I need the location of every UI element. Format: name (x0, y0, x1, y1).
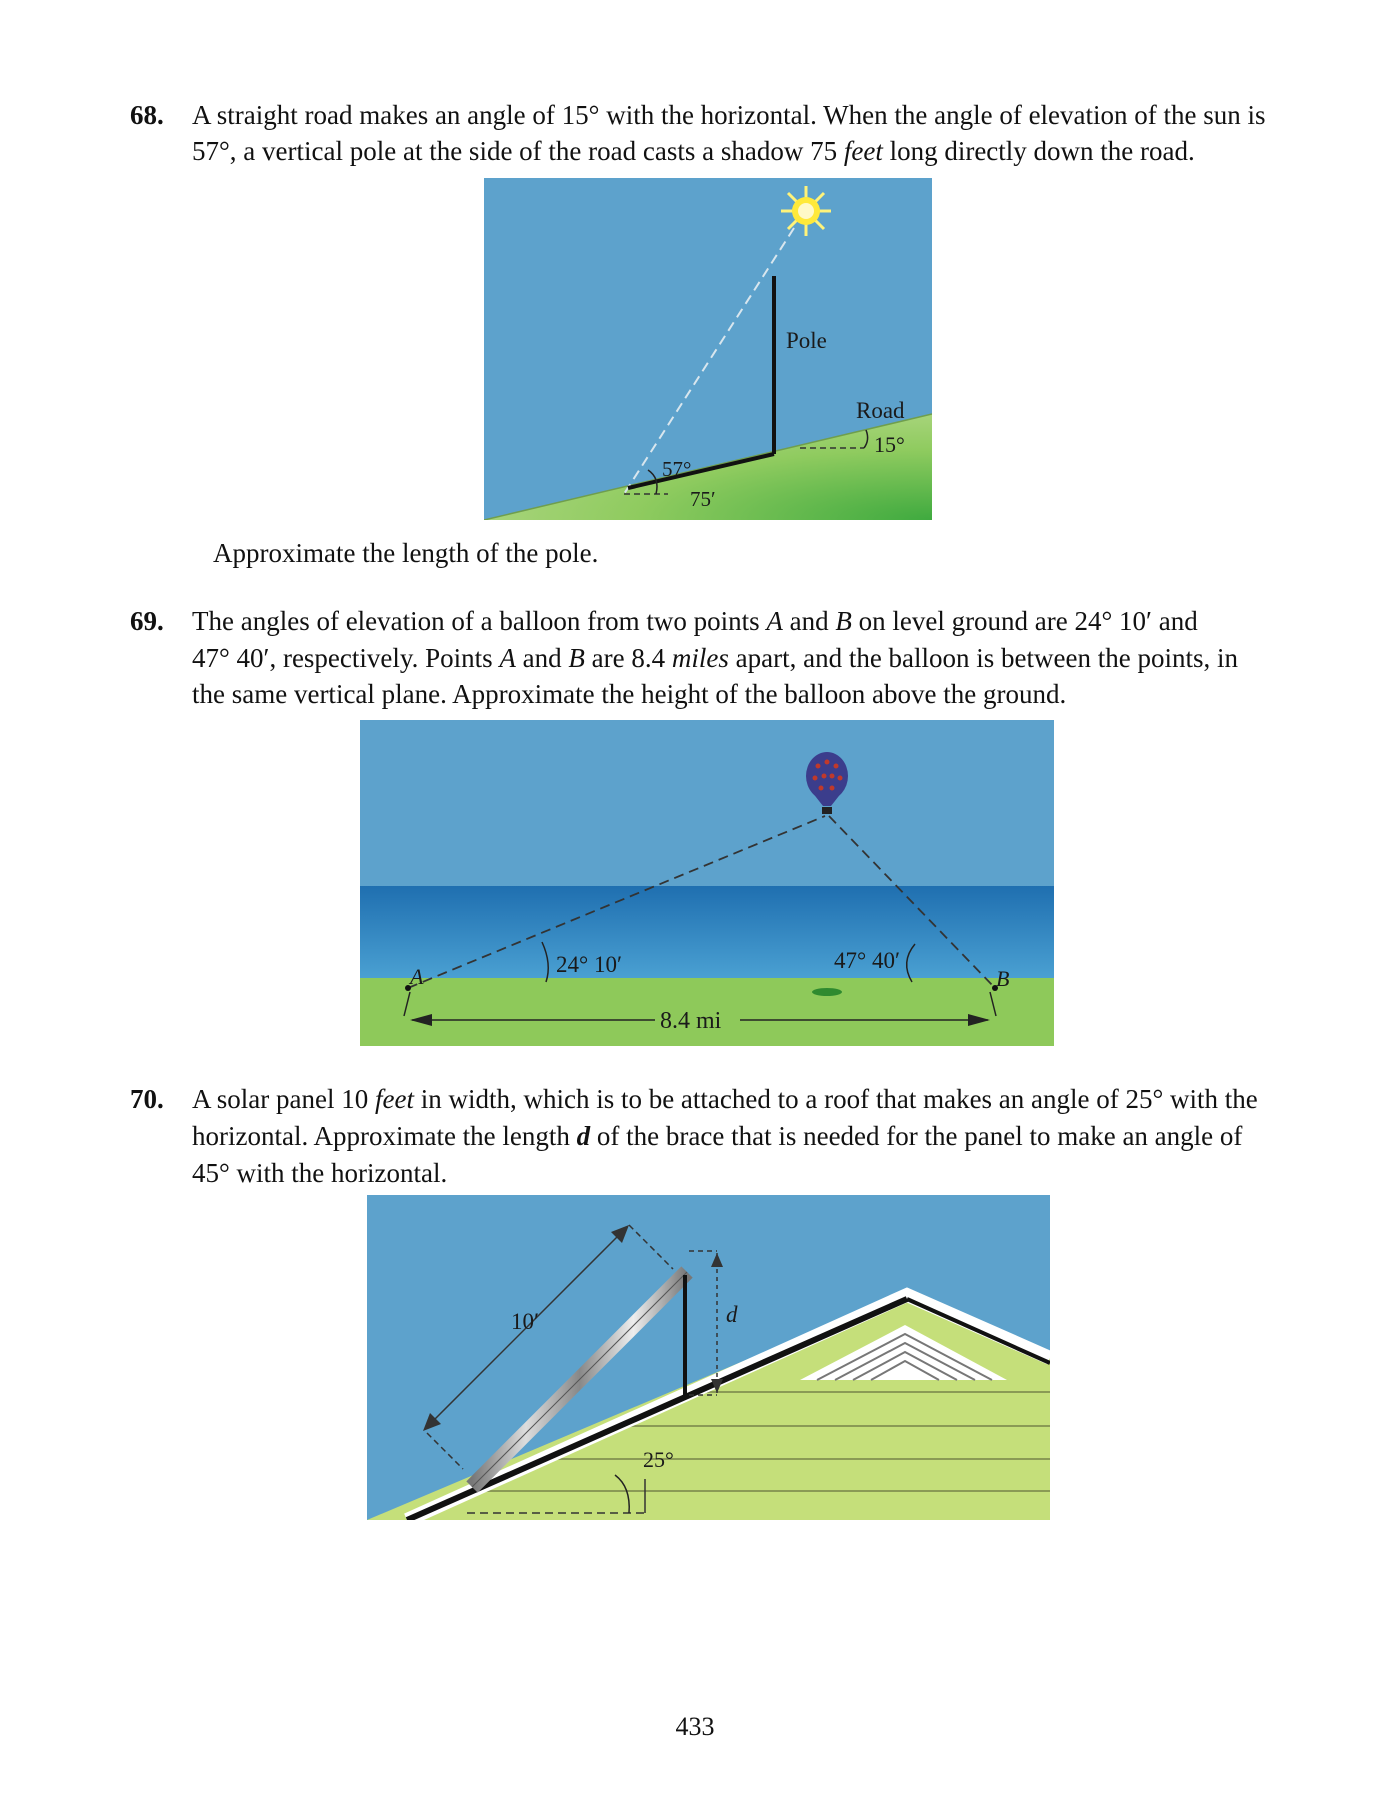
sun-angle-label: 57° (662, 457, 691, 481)
problem-number: 69. (130, 606, 164, 636)
point-a-label: A (408, 964, 424, 989)
sea (360, 886, 1054, 978)
attic-vent (800, 1325, 1007, 1381)
balloon-icon (806, 752, 848, 814)
problem-text-line: the same vertical plane. Approximate the… (192, 679, 1067, 709)
problem-text-line: The angles of elevation of a balloon fro… (192, 606, 1198, 636)
angle-a-label: 24° 10′ (556, 952, 622, 977)
figure-solar-panel: 10′ d 25° (367, 1195, 1050, 1520)
shadow-line (627, 452, 775, 490)
problem-text-line: 57°, a vertical pole at the side of the … (192, 136, 1195, 166)
panel-width-label: 10′ (511, 1309, 539, 1334)
road-angle-label: 15° (874, 432, 905, 457)
question-text: Approximate the length of the pole. (213, 538, 599, 568)
pole-label: Pole (786, 328, 827, 353)
sun-icon (781, 186, 831, 236)
roof-line (405, 1296, 909, 1520)
sky (360, 720, 1054, 886)
problem-number: 70. (130, 1084, 164, 1114)
point-b-label: B (996, 966, 1009, 991)
sight-line-a (407, 815, 826, 989)
width-dimension (424, 1226, 628, 1430)
ground (360, 978, 1054, 1046)
problem-text-line: A solar panel 10 feet in width, which is… (192, 1084, 1258, 1114)
brace-label: d (726, 1302, 738, 1327)
problem-text-line: 47° 40′, respectively. Points A and B ar… (192, 643, 1238, 673)
shadow-length-label: 75′ (690, 487, 716, 511)
angle-b-label: 47° 40′ (834, 948, 900, 973)
page-number: 433 (675, 1712, 715, 1741)
figure-pole-shadow: Pole Road 15° 57° 75′ (484, 178, 932, 520)
problem-text-line: A straight road makes an angle of 15° wi… (192, 100, 1266, 130)
distance-label: 8.4 mi (660, 1008, 722, 1034)
sun-ray (623, 227, 795, 495)
problem-text-line: 45° with the horizontal. (192, 1158, 448, 1188)
problem-number: 68. (130, 100, 164, 130)
roof-angle-label: 25° (643, 1447, 674, 1472)
problem-text-line: horizontal. Approximate the length d of … (192, 1121, 1243, 1151)
sight-line-b (828, 815, 996, 989)
figure-balloon: A B 24° 10′ 47° 40′ 8.4 mi (360, 720, 1054, 1046)
road-label: Road (856, 398, 905, 423)
